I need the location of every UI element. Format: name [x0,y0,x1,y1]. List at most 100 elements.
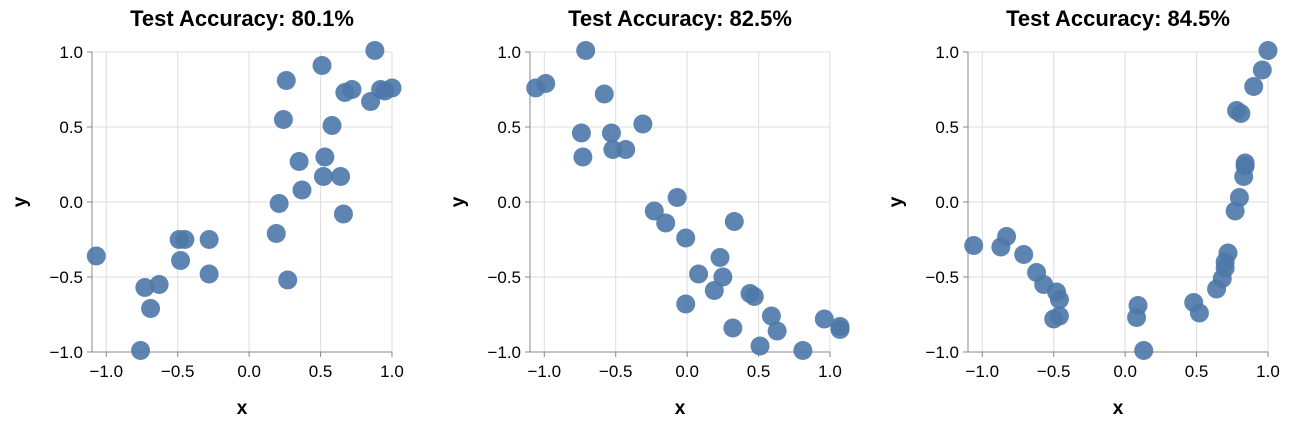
data-point [1258,41,1278,60]
data-point [573,147,593,167]
x-tick-label: −1.0 [90,362,124,381]
data-point [761,306,781,326]
data-point [131,341,151,360]
data-point [278,270,298,290]
x-tick-label: −0.5 [599,362,633,381]
y-tick-label: 0.5 [497,118,521,137]
x-tick-label: −0.5 [1037,362,1071,381]
data-points [526,41,850,360]
y-tick-label: 1.0 [497,43,521,62]
y-tick-label: −0.5 [487,268,521,287]
data-point [149,275,169,294]
x-tick-label: −1.0 [528,362,562,381]
y-tick-label: −1.0 [49,343,83,362]
data-point [713,267,733,287]
y-tick-label: 1.0 [935,43,959,62]
y-tick-label: 0.5 [935,118,959,137]
data-point [1049,290,1069,309]
data-point [1049,306,1069,326]
x-tick-label: 1.0 [1256,362,1280,381]
data-point [594,84,614,104]
data-point [365,41,385,60]
data-point [676,228,696,248]
data-point [199,230,219,249]
data-point [333,204,353,224]
data-point [315,147,335,167]
data-point [135,278,155,297]
chart-title: Test Accuracy: 82.5% [568,6,792,31]
data-point [964,236,984,255]
data-point [744,287,764,306]
x-axis-title: x [675,398,686,419]
data-point [830,320,850,339]
data-point [616,140,636,159]
y-tick-label: 0.0 [59,193,83,212]
y-tick-label: 0.0 [935,193,959,212]
data-point [266,224,286,243]
chart-panel-3: −1.0 −0.5 0.0 0.5 1.0 −1.0 −0.5 0.0 0.5 1.0 x y Test… [886,6,1280,419]
y-axis-title: y [10,196,31,207]
y-tick-label: 1.0 [59,43,83,62]
x-axis-title: x [237,398,248,419]
y-tick-label: 0.5 [59,118,83,137]
data-point [1218,243,1238,263]
chart-panel-2: −1.0 −0.5 0.0 0.5 1.0 −1.0 −0.5 0.0 0.5 1.0 x y Test… [448,6,850,419]
data-point [1252,60,1272,80]
x-tick-label: 0.0 [1113,362,1137,381]
data-points [964,41,1278,360]
grid [968,51,1269,353]
data-point [289,152,309,171]
data-point [313,167,333,186]
data-point [1134,341,1154,360]
data-point [644,201,664,221]
y-tick-label: −1.0 [925,343,959,362]
y-tick-label: −0.5 [49,268,83,287]
data-points [86,41,402,360]
data-point [312,56,332,75]
data-point [141,299,161,318]
x-tick-label: 0.5 [309,362,333,381]
data-point [1235,153,1255,173]
x-tick-label: 0.5 [747,362,771,381]
data-point [86,246,106,266]
data-point [269,194,289,213]
data-point [667,188,687,207]
chart-title: Test Accuracy: 80.1% [130,6,354,31]
data-point [171,251,191,270]
y-axis-title: y [886,196,907,207]
data-point [601,123,621,143]
data-point [723,318,743,338]
chart-panel-1: −1.0 −0.5 0.0 0.5 1.0 −1.0 −0.5 0.0 0.5 1.0 x y Test… [10,6,404,419]
y-axis-title: y [448,196,469,207]
data-point [814,309,834,329]
x-tick-label: 1.0 [380,362,404,381]
data-point [1231,104,1251,123]
data-point [576,41,596,60]
y-tick-label: 0.0 [497,193,521,212]
data-point [704,281,724,300]
data-point [656,213,676,233]
data-point [571,123,591,143]
x-tick-label: 0.5 [1185,362,1209,381]
data-point [1189,303,1209,323]
data-point [750,336,770,356]
x-tick-label: −1.0 [966,362,1000,381]
data-point [710,248,730,267]
data-point [382,78,402,98]
data-point [724,212,744,231]
data-point [1244,77,1264,96]
data-point [292,180,312,200]
data-point [273,110,293,129]
data-point [676,294,696,314]
data-point [997,227,1017,246]
x-tick-label: 0.0 [237,362,261,381]
y-tick-label: −1.0 [487,343,521,362]
data-point [793,341,813,360]
data-point [633,114,653,134]
x-tick-label: 0.0 [675,362,699,381]
data-point [1229,188,1249,207]
x-axis-title: x [1113,398,1124,419]
y-tick-label: −0.5 [925,268,959,287]
